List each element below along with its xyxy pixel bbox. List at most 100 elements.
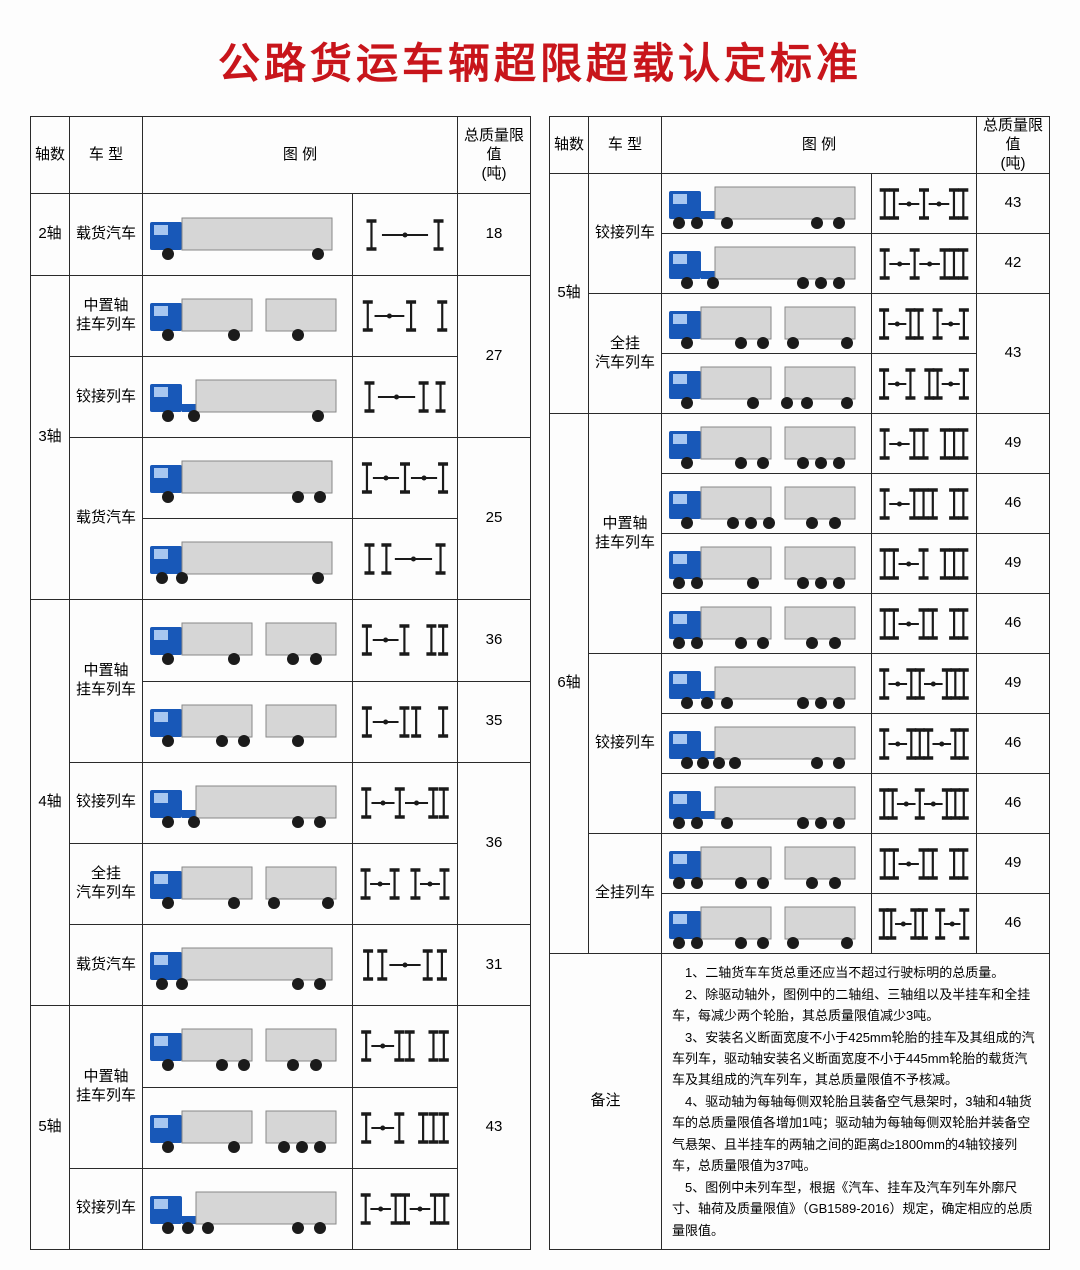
truck-icon (667, 479, 867, 529)
axle-diagram-icon (874, 302, 974, 346)
axle-diagram-icon (874, 362, 974, 406)
diagram-cell (353, 356, 458, 437)
table-row: 载货汽车25 (31, 438, 531, 519)
standards-table-left: 轴数 车 型 图 例 总质量限值(吨) 2轴载货汽车183轴中置轴挂车列车27铰… (30, 116, 531, 1250)
type-cell: 中置轴挂车列车 (70, 600, 143, 762)
diagram-cell (872, 354, 977, 414)
limit-cell: 49 (977, 534, 1050, 594)
header-axle: 轴数 (31, 117, 70, 194)
type-cell: 全挂汽车列车 (589, 294, 662, 414)
truck-icon (148, 372, 348, 422)
limit-cell: 43 (977, 174, 1050, 234)
axle-cell: 2轴 (31, 194, 70, 275)
truck-icon (148, 291, 348, 341)
type-cell: 载货汽车 (70, 925, 143, 1006)
diagram-cell (353, 681, 458, 762)
truck-cell (143, 356, 353, 437)
axle-cell: 6轴 (550, 414, 589, 954)
type-cell: 全挂列车 (589, 834, 662, 954)
axle-diagram-icon (355, 456, 455, 500)
table-row: 铰接列车49 (550, 654, 1050, 714)
limit-cell: 27 (458, 275, 531, 437)
truck-icon (667, 779, 867, 829)
diagram-cell (353, 843, 458, 924)
diagram-cell (353, 762, 458, 843)
truck-icon (667, 659, 867, 709)
limit-cell: 35 (458, 681, 531, 762)
diagram-cell (872, 714, 977, 774)
truck-cell (143, 194, 353, 275)
type-cell: 载货汽车 (70, 438, 143, 600)
table-row: 铰接列车36 (31, 762, 531, 843)
type-cell: 全挂汽车列车 (70, 843, 143, 924)
truck-icon (148, 210, 348, 260)
diagram-cell (872, 654, 977, 714)
axle-diagram-icon (355, 700, 455, 744)
table-row: 2轴载货汽车 18 (31, 194, 531, 275)
diagram-cell (872, 534, 977, 594)
limit-cell: 49 (977, 834, 1050, 894)
limit-cell: 43 (977, 294, 1050, 414)
truck-icon (667, 839, 867, 889)
table-row: 4轴中置轴挂车列车36 (31, 600, 531, 681)
truck-cell (143, 275, 353, 356)
limit-cell: 18 (458, 194, 531, 275)
limit-cell: 36 (458, 600, 531, 681)
limit-cell: 49 (977, 654, 1050, 714)
notes-row: 备注 1、二轴货车车货总重还应当不超过行驶标明的总质量。 2、除驱动轴外，图例中… (550, 954, 1050, 1250)
diagram-cell (872, 414, 977, 474)
notes-content: 1、二轴货车车货总重还应当不超过行驶标明的总质量。 2、除驱动轴外，图例中的二轴… (662, 954, 1050, 1250)
limit-cell: 31 (458, 925, 531, 1006)
limit-cell: 46 (977, 594, 1050, 654)
axle-diagram-icon (874, 182, 974, 226)
axle-diagram-icon (874, 902, 974, 946)
axle-diagram-icon (874, 482, 974, 526)
diagram-cell (353, 519, 458, 600)
truck-icon (667, 599, 867, 649)
tables-container: 轴数 车 型 图 例 总质量限值(吨) 2轴载货汽车183轴中置轴挂车列车27铰… (25, 116, 1055, 1250)
table-row: 全挂汽车列车 (31, 843, 531, 924)
axle-diagram-icon (355, 862, 455, 906)
limit-cell: 46 (977, 474, 1050, 534)
table-row: 全挂列车49 (550, 834, 1050, 894)
truck-icon (148, 778, 348, 828)
type-cell: 中置轴挂车列车 (70, 1006, 143, 1168)
header-type: 车 型 (589, 117, 662, 174)
diagram-cell (353, 1168, 458, 1249)
table-row: 6轴中置轴挂车列车49 (550, 414, 1050, 474)
table-row: 铰接列车 (31, 356, 531, 437)
truck-icon (148, 534, 348, 584)
table-row: 铰接列车 (31, 1168, 531, 1249)
axle-diagram-icon (355, 213, 455, 257)
type-cell: 铰接列车 (70, 1168, 143, 1249)
truck-cell (662, 654, 872, 714)
notes-label: 备注 (550, 954, 662, 1250)
type-cell: 中置轴挂车列车 (70, 275, 143, 356)
diagram-cell (872, 834, 977, 894)
table-row: 载货汽车 31 (31, 925, 531, 1006)
truck-cell (143, 762, 353, 843)
truck-cell (662, 354, 872, 414)
limit-cell: 36 (458, 762, 531, 924)
truck-icon (667, 539, 867, 589)
diagram-cell (353, 600, 458, 681)
axle-diagram-icon (355, 375, 455, 419)
limit-cell: 46 (977, 714, 1050, 774)
diagram-cell (872, 774, 977, 834)
note-line: 5、图例中未列车型，根据《汽车、挂车及汽车列车外廓尺寸、轴荷及质量限值》（GB1… (672, 1177, 1039, 1241)
truck-icon (667, 239, 867, 289)
truck-cell (143, 843, 353, 924)
header-type: 车 型 (70, 117, 143, 194)
axle-diagram-icon (355, 943, 455, 987)
type-cell: 铰接列车 (589, 654, 662, 834)
truck-icon (148, 1184, 348, 1234)
type-cell: 铰接列车 (589, 174, 662, 294)
standards-table-right: 轴数 车 型 图 例 总质量限值(吨) 5轴铰接列车4342全挂汽车列车436轴… (549, 116, 1050, 1250)
axle-diagram-icon (874, 422, 974, 466)
limit-cell: 46 (977, 774, 1050, 834)
axle-diagram-icon (355, 1187, 455, 1231)
truck-icon (148, 1021, 348, 1071)
truck-cell (143, 681, 353, 762)
type-cell: 载货汽车 (70, 194, 143, 275)
truck-cell (662, 834, 872, 894)
